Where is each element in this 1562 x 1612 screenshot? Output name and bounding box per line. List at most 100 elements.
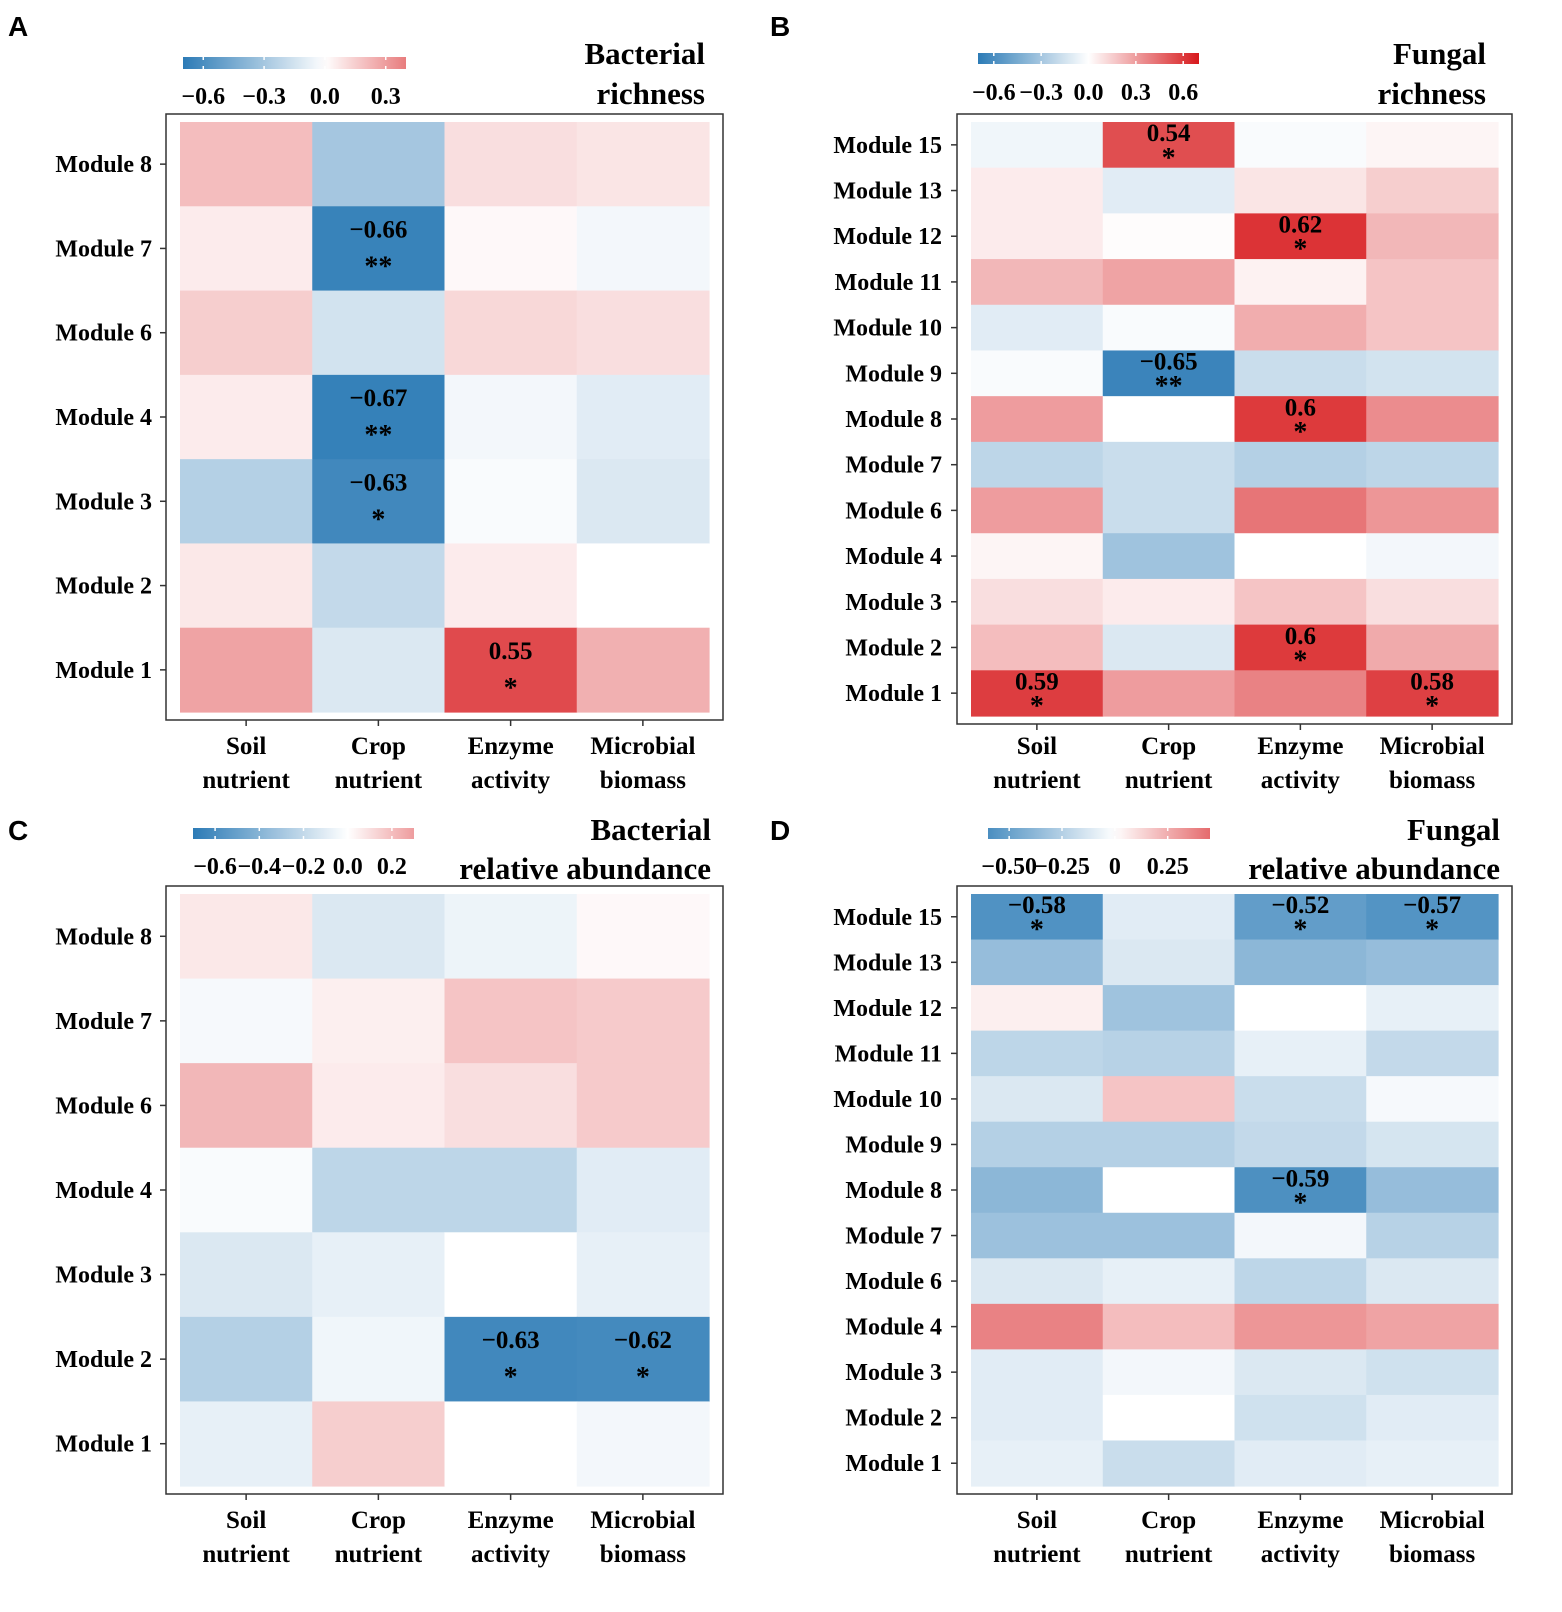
column-label-line1: Enzyme (1257, 1507, 1343, 1534)
column-label-line2: activity (1261, 1541, 1341, 1568)
heatmap-cell (1102, 304, 1236, 352)
cell-value-label: −0.52 (1271, 892, 1329, 919)
significance-marker: * (504, 673, 518, 704)
heatmap-cell (1102, 487, 1236, 534)
heatmap-cell (971, 1258, 1104, 1305)
column-label-line1: Microbial (590, 1507, 695, 1534)
heatmap-cell (1366, 213, 1499, 260)
heatmap-cell (576, 374, 710, 460)
row-label: Module 15 (833, 133, 942, 159)
significance-marker: * (1293, 915, 1307, 946)
heatmap-cell (180, 543, 313, 629)
row-label: Module 11 (835, 1041, 942, 1067)
heatmap-cell (1366, 350, 1499, 397)
heatmap-cell (1234, 1303, 1367, 1350)
heatmap-cell (1366, 167, 1499, 214)
heatmap-cell (971, 1440, 1104, 1487)
row-label: Module 3 (845, 1360, 942, 1386)
cell-value-label: 0.55 (489, 638, 533, 665)
chart-title-line: richness (1378, 76, 1487, 111)
significance-marker: * (1425, 691, 1439, 722)
heatmap-cell (180, 374, 313, 460)
heatmap-cell (1366, 985, 1499, 1032)
heatmap-cell (971, 1212, 1104, 1259)
row-label: Module 3 (845, 590, 942, 616)
column-label-line1: Microbial (1380, 1507, 1485, 1534)
heatmap-cell (180, 1232, 313, 1318)
heatmap-cell (1234, 985, 1367, 1032)
heatmap-cell (444, 1401, 578, 1487)
row-label: Module 6 (55, 321, 152, 347)
significance-marker: ** (364, 420, 392, 451)
heatmap-cell (1102, 1076, 1236, 1123)
significance-marker: * (504, 1362, 518, 1393)
chart-title-line: Bacterial (584, 36, 705, 71)
column-label-line2: nutrient (993, 1541, 1081, 1568)
heatmap-cell (576, 978, 710, 1064)
column-label-line1: Soil (1017, 733, 1057, 760)
heatmap-cell (1234, 1394, 1367, 1442)
row-label: Module 8 (845, 407, 942, 433)
significance-marker: ** (364, 251, 392, 282)
heatmap-cell (1366, 1121, 1499, 1168)
colorbar-tick-label: 0 (1109, 854, 1121, 880)
heatmap-cell (312, 1063, 446, 1149)
heatmap-cell (1102, 1349, 1236, 1396)
column-label-line2: biomass (1389, 1541, 1475, 1568)
column-label-line2: nutrient (335, 1541, 423, 1568)
colorbar-tick-label: −0.4 (237, 854, 281, 880)
heatmap-cell (1234, 1440, 1367, 1487)
colorbar-tick-label: −0.2 (282, 854, 326, 880)
significance-marker: * (1030, 691, 1044, 722)
column-label-line2: activity (471, 767, 551, 794)
heatmap-cell (1234, 939, 1367, 986)
column-label-line1: Soil (1017, 1507, 1057, 1534)
heatmap-cell (1366, 487, 1499, 534)
heatmap-cell (1102, 1258, 1236, 1305)
heatmap-cell (971, 122, 1104, 169)
panel-c: C Bacterial relative abundance −0.6 −0.4 −0.2… (8, 812, 724, 1568)
cell-value-label: −0.58 (1008, 892, 1066, 919)
heatmap-cell (1102, 533, 1236, 580)
colorbar (193, 828, 414, 839)
heatmap-cell (1234, 350, 1367, 397)
panel-d: D Fungal relative abundance −0.50−0.25 0 0.25… (770, 812, 1513, 1568)
column-label-line1: Enzyme (468, 733, 554, 760)
heatmap-cell (180, 290, 313, 376)
colorbar-tick-label: 0.0 (333, 854, 363, 880)
heatmap-cell (576, 1147, 710, 1233)
column-label-line2: nutrient (202, 1541, 290, 1568)
heatmap-cell (1102, 578, 1236, 626)
heatmap-cell (971, 396, 1104, 443)
row-label: Module 10 (833, 316, 942, 342)
column-label-line2: biomass (600, 1541, 686, 1568)
row-label: Module 12 (833, 996, 942, 1022)
cell-value-label: 0.54 (1147, 120, 1191, 147)
significance-marker: * (1425, 915, 1439, 946)
heatmap-cell (1366, 1394, 1499, 1442)
row-label: Module 13 (833, 179, 942, 205)
heatmap-cell (180, 122, 313, 207)
heatmap-cell (1102, 670, 1236, 717)
heatmap-cell (1234, 1349, 1367, 1396)
heatmap-cell (971, 985, 1104, 1032)
row-label: Module 7 (845, 453, 942, 479)
significance-marker: ** (1155, 371, 1183, 402)
heatmap-cell (576, 627, 710, 713)
colorbar-tick-label: 0.0 (1074, 80, 1104, 106)
heatmap-cell (971, 578, 1104, 626)
column-label-line1: Microbial (1380, 733, 1485, 760)
heatmap-cell (1234, 533, 1367, 580)
heatmap-cell (971, 441, 1104, 489)
heatmap-cell (1366, 533, 1499, 580)
row-label: Module 4 (845, 544, 942, 570)
heatmap-cell (444, 1147, 578, 1233)
heatmap-cell (1234, 624, 1367, 671)
heatmap-cell (1234, 1167, 1367, 1214)
column-label-line1: Crop (351, 1507, 406, 1534)
heatmap-cell (1102, 213, 1236, 260)
heatmap-cell (180, 1401, 313, 1487)
heatmap-cell (576, 1316, 710, 1403)
heatmap-cell (180, 1147, 313, 1233)
chart-title-line: Bacterial (590, 812, 711, 847)
